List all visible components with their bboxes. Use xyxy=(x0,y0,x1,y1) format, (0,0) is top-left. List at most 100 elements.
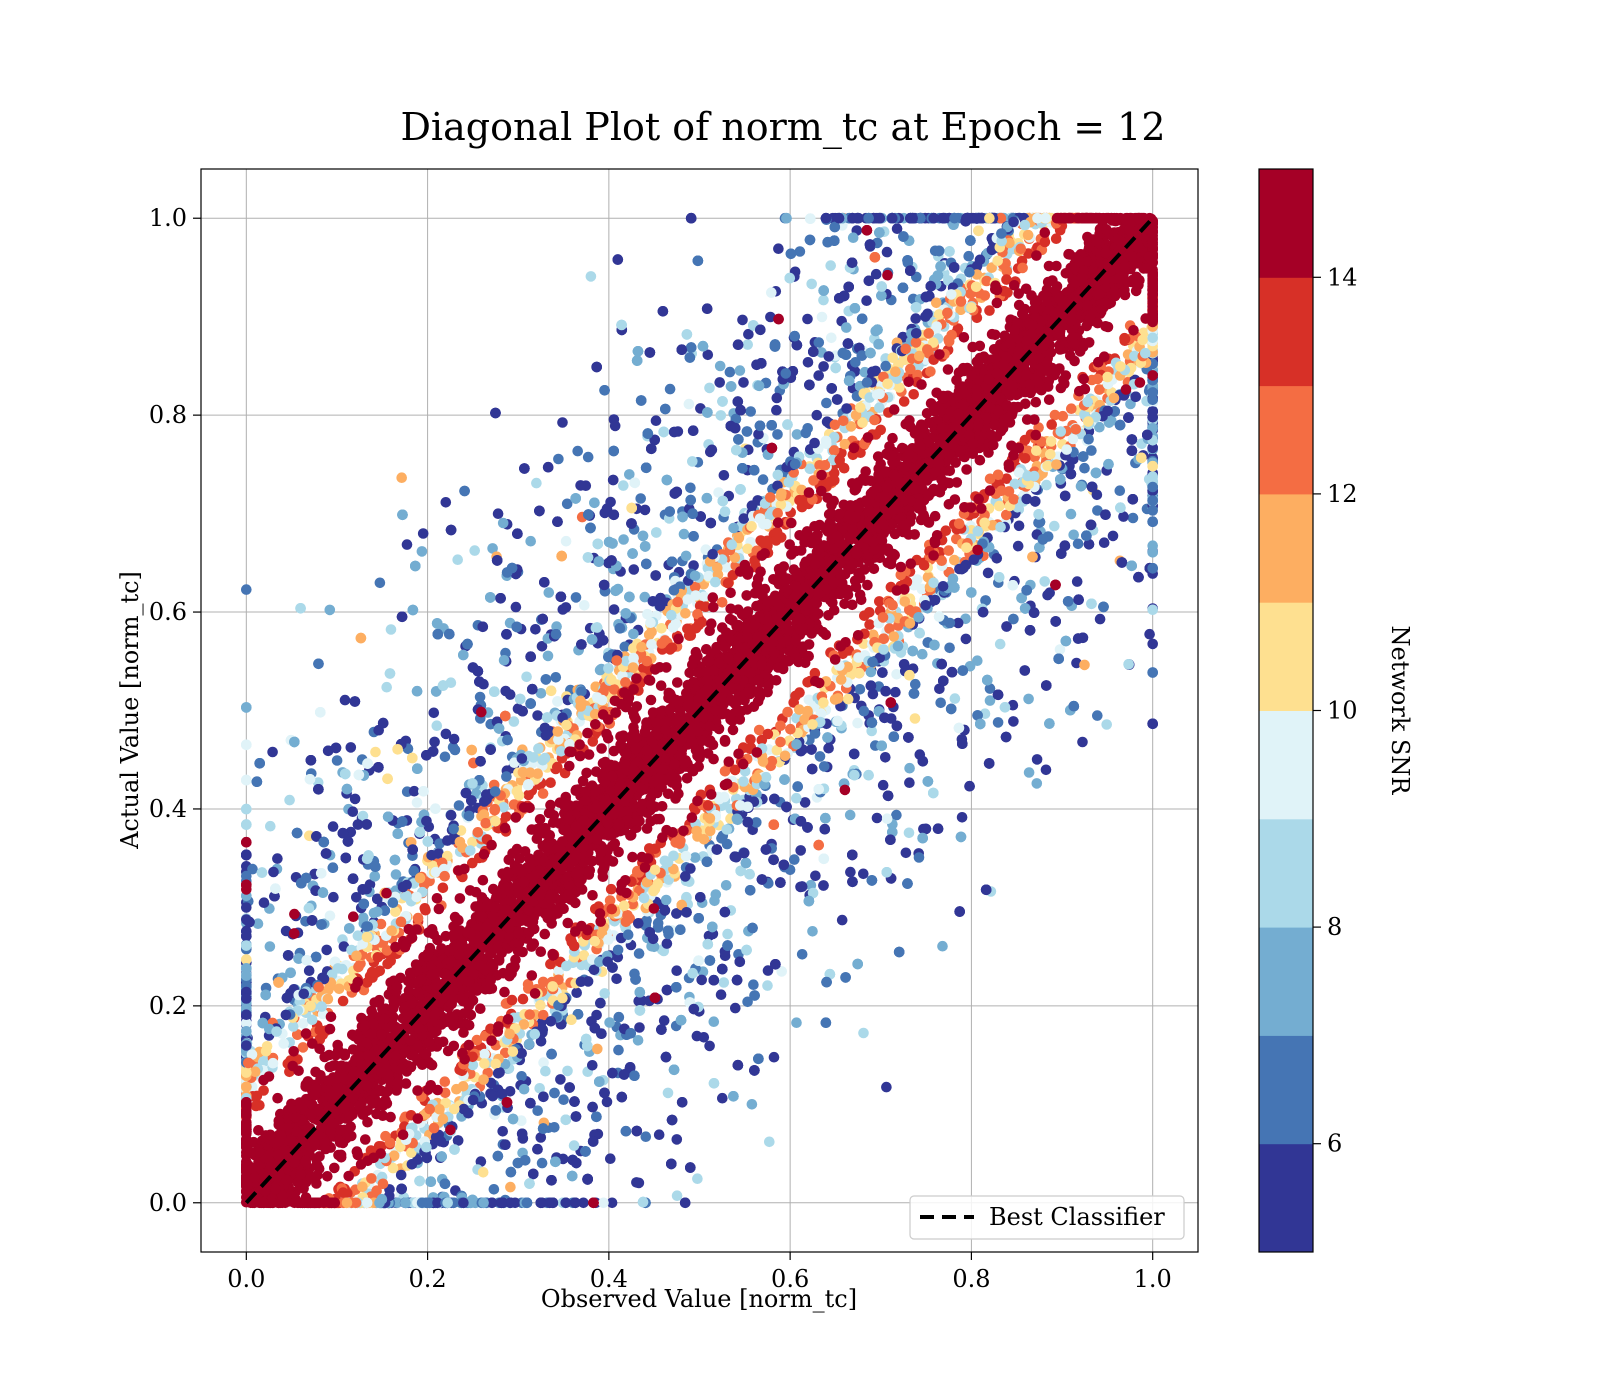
scatter-point xyxy=(558,1094,569,1105)
scatter-point xyxy=(1086,598,1097,610)
scatter-point xyxy=(764,1136,775,1148)
scatter-point xyxy=(328,891,339,903)
scatter-point xyxy=(826,332,837,344)
scatter-point xyxy=(713,487,724,498)
scatter-point xyxy=(914,627,925,639)
scatter-point xyxy=(347,806,359,817)
scatter-point xyxy=(421,750,432,761)
scatter-point xyxy=(557,417,568,428)
scatter-point xyxy=(756,358,767,369)
scatter-point xyxy=(820,812,831,824)
scatter-point xyxy=(607,1067,618,1079)
scatter-point xyxy=(285,967,296,979)
scatter-point xyxy=(507,1113,519,1125)
scatter-point xyxy=(491,555,503,566)
scatter-point xyxy=(449,744,461,756)
scatter-point xyxy=(701,303,713,315)
scatter-point xyxy=(802,313,813,325)
scatter-point xyxy=(818,361,829,372)
scatter-point xyxy=(324,910,336,922)
scatter-point xyxy=(389,854,401,866)
scatter-point xyxy=(412,763,423,774)
scatter-point xyxy=(935,261,946,272)
scatter-point xyxy=(715,989,727,1000)
scatter-point xyxy=(882,790,894,802)
scatter-point xyxy=(640,1131,652,1142)
scatter-point xyxy=(963,250,974,262)
scatter-point xyxy=(1037,534,1049,545)
scatter-point xyxy=(913,852,925,863)
scatter-point xyxy=(582,552,594,563)
scatter-point xyxy=(826,383,837,394)
scatter-point xyxy=(538,1057,549,1068)
scatter-point xyxy=(624,591,635,603)
scatter-point xyxy=(993,572,1005,583)
scatter-point xyxy=(994,638,1006,650)
scatter-point xyxy=(469,545,481,556)
scatter-point xyxy=(264,941,276,952)
scatter-point xyxy=(885,834,896,845)
scatter-point xyxy=(566,1170,578,1182)
scatter-point xyxy=(1071,576,1083,587)
scatter-point xyxy=(903,732,914,743)
scatter-point xyxy=(505,1197,516,1209)
scatter-point xyxy=(525,1097,536,1109)
scatter-point xyxy=(966,587,977,598)
scatter-point xyxy=(874,227,885,238)
scatter-point xyxy=(431,720,443,731)
scatter-point xyxy=(606,1197,618,1209)
scatter-point xyxy=(753,380,765,392)
scatter-point xyxy=(505,1181,516,1193)
scatter-point xyxy=(444,628,455,640)
scatter-point xyxy=(652,922,664,933)
scatter-point xyxy=(737,463,748,474)
scatter-point xyxy=(863,769,874,781)
scatter-point xyxy=(701,856,713,868)
scatter-point xyxy=(560,1114,572,1126)
scatter-point xyxy=(528,1168,539,1180)
scatter-point xyxy=(697,340,709,352)
scatter-point xyxy=(284,794,295,806)
scatter-point xyxy=(453,800,465,811)
scatter-point xyxy=(459,485,470,497)
scatter-point xyxy=(315,868,327,879)
scatter-point xyxy=(934,683,945,695)
scatter-point xyxy=(595,997,606,1009)
scatter-point xyxy=(634,986,646,998)
scatter-point xyxy=(478,809,490,820)
scatter-point xyxy=(1147,563,1158,574)
scatter-point xyxy=(1077,736,1088,748)
scatter-point xyxy=(500,710,511,722)
scatter-point xyxy=(635,395,647,406)
scatter-point xyxy=(849,303,861,314)
scatter-point xyxy=(390,869,402,880)
scatter-point xyxy=(493,723,505,734)
scatter-point xyxy=(317,887,329,898)
scatter-point xyxy=(794,246,806,257)
scatter-point xyxy=(436,1151,448,1162)
scatter-point xyxy=(802,357,814,368)
scatter-point xyxy=(666,1114,678,1126)
scatter-point xyxy=(780,368,792,379)
scatter-point xyxy=(650,570,661,581)
scatter-point xyxy=(728,522,739,534)
scatter-point xyxy=(543,587,555,598)
scatter-point xyxy=(693,955,704,966)
scatter-point xyxy=(396,1183,407,1195)
scatter-point xyxy=(586,634,598,645)
scatter-point xyxy=(1101,719,1112,730)
scatter-point xyxy=(591,361,602,373)
scatter-point xyxy=(568,1140,580,1151)
scatter-point xyxy=(599,507,611,519)
scatter-point xyxy=(756,874,768,885)
scatter-point xyxy=(820,212,832,224)
scatter-point xyxy=(1085,519,1097,531)
scatter-point xyxy=(569,1096,580,1107)
scatter-point xyxy=(933,245,945,257)
scatter-point xyxy=(778,859,790,871)
scatter-point xyxy=(704,1040,715,1052)
scatter-point xyxy=(886,212,898,224)
scatter-point xyxy=(849,769,860,781)
scatter-point xyxy=(881,813,893,824)
scatter-point xyxy=(425,1176,437,1187)
